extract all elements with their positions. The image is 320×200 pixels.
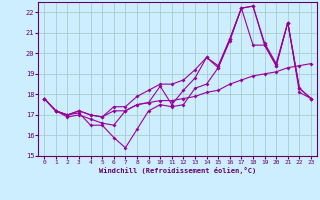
X-axis label: Windchill (Refroidissement éolien,°C): Windchill (Refroidissement éolien,°C)	[99, 167, 256, 174]
